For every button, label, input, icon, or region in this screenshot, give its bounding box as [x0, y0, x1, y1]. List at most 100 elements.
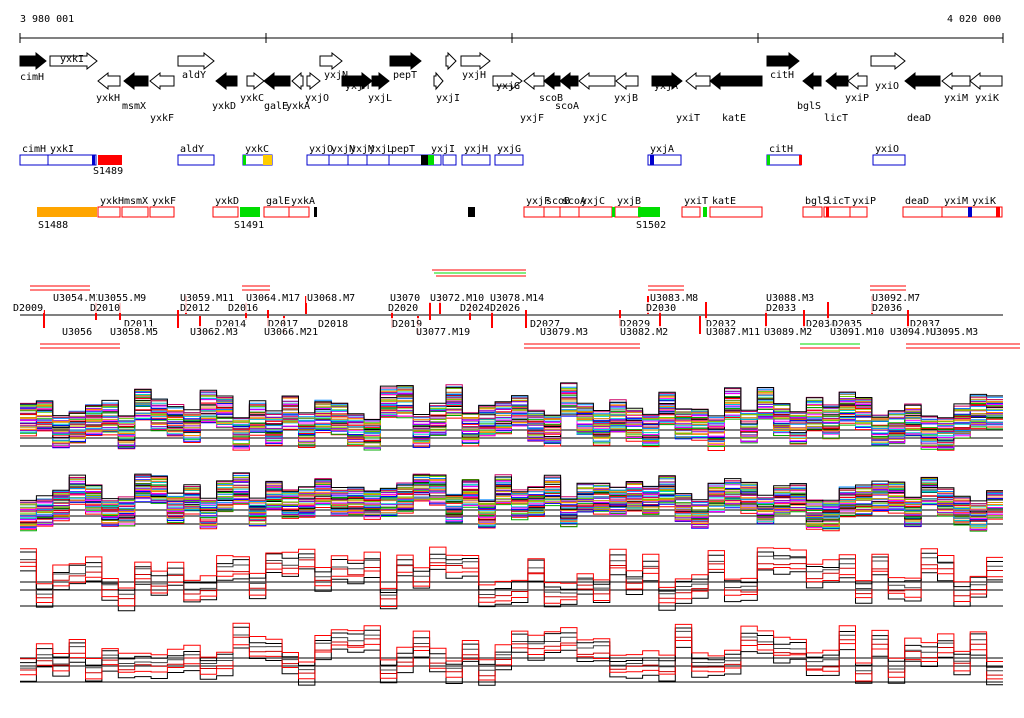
operon-minus-box[interactable] — [543, 206, 561, 218]
gene-arrow-yxjG[interactable] — [492, 71, 523, 91]
gene-label: yxiT — [676, 113, 700, 124]
operon-plus-box[interactable] — [766, 154, 802, 166]
expression-profile-line — [20, 382, 1003, 420]
region-label-bg — [489, 292, 545, 303]
gene-arrow-cimH[interactable] — [19, 51, 47, 71]
gene-arrow-yxjI[interactable] — [433, 71, 444, 91]
operon-plus-box[interactable] — [19, 154, 49, 166]
region-label-bg — [429, 292, 485, 303]
region-label-bg — [12, 302, 44, 313]
operon-plus-box[interactable] — [461, 154, 491, 166]
gene-label: yxjF — [520, 113, 544, 124]
gene-arrow-yxkH[interactable] — [97, 71, 121, 91]
operon-marker — [703, 207, 707, 217]
gene-label: aldY — [182, 70, 206, 81]
operon-plus-box[interactable] — [306, 154, 330, 166]
gene-arrow-scoB[interactable] — [543, 71, 561, 91]
region-label-bg — [245, 292, 301, 303]
gene-arrow-msmX[interactable] — [123, 71, 149, 91]
region-label: D2026 — [490, 303, 520, 314]
gene-arrow-licT[interactable] — [825, 71, 849, 91]
gene-arrow-yxjN[interactable] — [319, 51, 343, 71]
gene-arrow-yxiM[interactable] — [941, 71, 971, 91]
gene-arrow-yxkC[interactable] — [246, 71, 265, 91]
gene-arrow-yxkA[interactable] — [291, 71, 304, 91]
region-label-bg — [391, 318, 423, 329]
gene-arrow-yxiO[interactable] — [870, 51, 906, 71]
sigma-box-s1489[interactable] — [98, 155, 122, 165]
operon-plus-box[interactable] — [442, 154, 457, 166]
gene-label: cimH — [20, 72, 44, 83]
gene-arrow-galE[interactable] — [263, 71, 291, 91]
gene-arrow-yxkD[interactable] — [215, 71, 238, 91]
operon-minus-box[interactable] — [263, 206, 290, 218]
expression-profile-line — [20, 472, 1003, 502]
gene-arrow-katE[interactable] — [709, 71, 763, 91]
operon-minus-box[interactable] — [523, 206, 545, 218]
gene-arrow-yxjL[interactable] — [371, 71, 390, 91]
region-label: D2018 — [318, 319, 348, 330]
operon-minus-label: yxiT — [684, 196, 708, 207]
operon-minus-box[interactable] — [149, 206, 175, 218]
gene-label: galE — [264, 101, 288, 112]
operon-plus-box[interactable] — [47, 154, 97, 166]
gene-arrows-track[interactable] — [19, 51, 1003, 91]
gene-arrow-yxiK[interactable] — [969, 71, 1003, 91]
operon-minus-label: msmX — [124, 196, 148, 207]
sigma-box-s1491[interactable] — [240, 207, 260, 217]
operon-minus-box[interactable] — [941, 206, 971, 218]
gene-arrow-citH[interactable] — [766, 51, 800, 71]
gene-arrow-unnamed-16[interactable] — [445, 51, 457, 71]
gene-arrow-deaD[interactable] — [904, 71, 941, 91]
operon-plus-box[interactable] — [494, 154, 524, 166]
operon-minus-box[interactable] — [212, 206, 239, 218]
gene-label: citH — [770, 70, 794, 81]
operon-minus-box[interactable] — [578, 206, 613, 218]
expression-profile-panels — [20, 382, 1003, 686]
operon-minus-box[interactable] — [902, 206, 943, 218]
operon-minus-box[interactable] — [802, 206, 823, 218]
gene-arrow-yxjO[interactable] — [306, 71, 321, 91]
s-feature-label: S1488 — [38, 220, 68, 231]
sigma-box-s1502[interactable] — [638, 207, 660, 217]
gene-arrow-yxjH[interactable] — [460, 51, 491, 71]
operon-marker — [92, 155, 95, 165]
operon-plus-box[interactable] — [347, 154, 368, 166]
gene-label: yxjN — [324, 70, 348, 81]
gene-arrow-yxjB[interactable] — [615, 71, 639, 91]
gene-arrow-yxjA[interactable] — [651, 71, 683, 91]
gene-arrow-aldY[interactable] — [177, 51, 215, 71]
gene-arrow-yxkI[interactable] — [49, 51, 98, 71]
operon-plus-box[interactable] — [328, 154, 349, 166]
gene-arrow-yxjC[interactable] — [578, 71, 616, 91]
operon-minus-box[interactable] — [614, 206, 641, 218]
gene-arrow-yxjM[interactable] — [341, 71, 373, 91]
gene-arrow-yxjF[interactable] — [523, 71, 545, 91]
gene-arrow-yxiP[interactable] — [847, 71, 868, 91]
operon-plus-box[interactable] — [366, 154, 390, 166]
operon-minus-strand-track[interactable]: yxkH msmX yxkF yxkD galE yxkA yxjFscoBscoAyxjC… — [37, 196, 1003, 218]
gene-arrow-pepT[interactable] — [389, 51, 422, 71]
operon-minus-label: yxkF — [152, 196, 176, 207]
operon-plus-box[interactable] — [177, 154, 215, 166]
sigma-box-s1488[interactable] — [37, 207, 97, 217]
operon-minus-box[interactable] — [97, 206, 121, 218]
operon-minus-box[interactable] — [681, 206, 701, 218]
operon-minus-box[interactable] — [121, 206, 149, 218]
operon-minus-label: yxkA — [291, 196, 315, 207]
operon-minus-box[interactable] — [709, 206, 763, 218]
operon-minus-box[interactable] — [288, 206, 310, 218]
region-label: U3066.M21 — [264, 327, 318, 338]
gene-arrow-yxkF[interactable] — [149, 71, 175, 91]
gene-arrow-scoA[interactable] — [559, 71, 579, 91]
operon-minus-box[interactable] — [559, 206, 580, 218]
operon-plus-box[interactable] — [647, 154, 682, 166]
region-label-bg — [831, 318, 863, 329]
operon-plus-box[interactable] — [872, 154, 906, 166]
region-label-bg — [489, 302, 521, 313]
operon-minus-box[interactable] — [849, 206, 868, 218]
gene-arrow-bglS[interactable] — [802, 71, 822, 91]
gene-arrow-yxiT[interactable] — [685, 71, 711, 91]
